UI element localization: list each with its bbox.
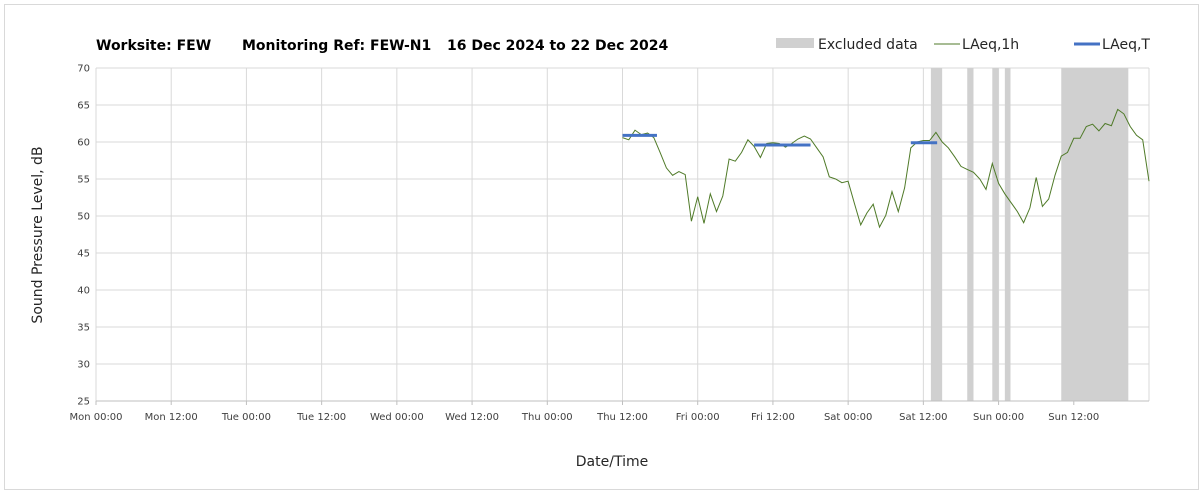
plot-area: 25 30 35 40 45 50 55 60 65 70 Mon 00:00 Mon 12:00 Tu… <box>69 64 1150 423</box>
title-worksite: Worksite: FEW <box>96 38 211 54</box>
x-axis-label: Date/Time <box>576 454 648 470</box>
excluded-region <box>992 68 999 401</box>
x-tick-label: Sun 00:00 <box>973 412 1024 423</box>
y-tick-label: 40 <box>77 286 90 297</box>
y-tick-label: 50 <box>77 212 90 223</box>
series-line-laeq-1h <box>622 108 1150 229</box>
y-tick-label: 65 <box>77 101 90 112</box>
title-monitoring-ref: Monitoring Ref: FEW-N1 <box>242 38 431 54</box>
legend-laeq1h-label: LAeq,1h <box>962 37 1019 53</box>
title-period: 16 Dec 2024 to 22 Dec 2024 <box>447 38 669 54</box>
x-tick-label: Tue 12:00 <box>296 412 346 423</box>
x-tick-label: Fri 12:00 <box>751 412 795 423</box>
x-tick-label: Thu 00:00 <box>521 412 573 423</box>
x-tick-label: Thu 12:00 <box>596 412 648 423</box>
legend-laeqt-label: LAeq,T <box>1102 37 1150 53</box>
x-tick-label: Wed 12:00 <box>445 412 499 423</box>
excluded-region <box>967 68 974 401</box>
legend: Excluded data LAeq,1h LAeq,T <box>776 37 1150 53</box>
x-tick-label: Fri 00:00 <box>676 412 720 423</box>
x-tick-label: Sat 00:00 <box>824 412 872 423</box>
y-axis-label: Sound Pressure Level, dB <box>30 146 46 323</box>
x-tick-label: Sun 12:00 <box>1048 412 1099 423</box>
y-tick-label: 45 <box>77 249 90 260</box>
chart-frame <box>4 4 1199 490</box>
x-tick-label: Mon 00:00 <box>69 412 122 423</box>
y-tick-label: 30 <box>77 360 90 371</box>
x-tick-label: Wed 00:00 <box>370 412 424 423</box>
excluded-region <box>1061 68 1129 401</box>
excluded-region <box>1004 68 1011 401</box>
y-tick-label: 25 <box>77 397 90 408</box>
excluded-region <box>930 68 943 401</box>
y-tick-label: 55 <box>77 175 90 186</box>
x-tick-label: Sat 12:00 <box>899 412 947 423</box>
x-tick-label: Tue 00:00 <box>221 412 271 423</box>
x-tick-label: Mon 12:00 <box>145 412 198 423</box>
y-tick-label: 60 <box>77 138 90 149</box>
y-tick-label: 70 <box>77 64 90 75</box>
legend-excluded-swatch <box>776 38 814 48</box>
y-tick-label: 35 <box>77 323 90 334</box>
legend-excluded-label: Excluded data <box>818 37 918 53</box>
